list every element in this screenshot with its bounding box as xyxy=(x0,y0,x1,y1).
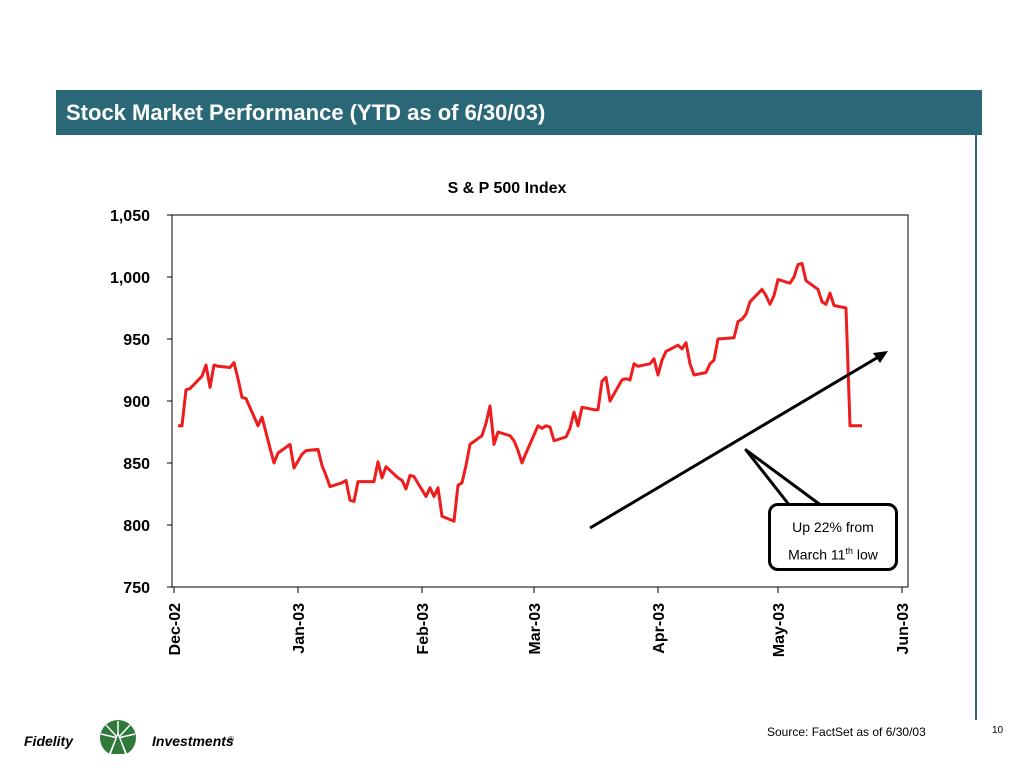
y-axis: 750 800 850 900 950 1,000 1,050 xyxy=(110,208,172,597)
x-tick-label: Feb-03 xyxy=(415,603,432,655)
callout-line2-text: March 11 xyxy=(788,546,846,563)
chart-title: S & P 500 Index xyxy=(448,180,567,197)
pyramid-sunburst-icon xyxy=(100,720,136,756)
y-tick-label: 800 xyxy=(123,518,150,535)
y-tick-label: 850 xyxy=(123,456,150,473)
callout-line1: Up 22% from xyxy=(792,519,874,535)
title-bar: Stock Market Performance (YTD as of 6/30… xyxy=(56,90,982,135)
trend-arrow-line xyxy=(589,354,881,530)
x-tick-label: Dec-02 xyxy=(167,603,184,656)
slide-title: Stock Market Performance (YTD as of 6/30… xyxy=(66,99,546,125)
x-tick-label: May-03 xyxy=(771,603,788,657)
x-axis: Dec-02 Jan-03 Feb-03 Mar-03 Apr-03 May-03 Jun-… xyxy=(167,587,912,657)
y-tick-label: 900 xyxy=(123,394,150,411)
callout-box: Up 22% from March 11th low xyxy=(768,503,898,571)
x-tick-label: Apr-03 xyxy=(651,603,668,654)
x-tick-label: Jun-03 xyxy=(895,603,912,655)
logo-word-investments: Investments xyxy=(152,733,234,749)
fidelity-logo: Fidelity Investments ® xyxy=(24,718,234,758)
x-tick-label: Jan-03 xyxy=(291,603,308,654)
y-tick-label: 950 xyxy=(123,332,150,349)
logo-registered-mark: ® xyxy=(228,735,234,744)
source-note: Source: FactSet as of 6/30/03 xyxy=(767,725,926,739)
series-line xyxy=(178,261,862,523)
x-tick-label: Mar-03 xyxy=(527,603,544,655)
right-border-rule xyxy=(975,135,977,720)
trend-arrowhead xyxy=(873,351,888,363)
callout-superscript: th xyxy=(845,546,853,556)
y-tick-label: 1,050 xyxy=(110,208,150,225)
series-group xyxy=(178,261,862,523)
callout-line2: March 11th low xyxy=(771,546,895,563)
callout-line2-end: low xyxy=(852,546,878,563)
callout-pointer xyxy=(744,448,824,508)
y-tick-label: 1,000 xyxy=(110,270,150,287)
logo-word-fidelity: Fidelity xyxy=(24,733,74,749)
y-tick-label: 750 xyxy=(123,580,150,597)
page-number: 10 xyxy=(992,725,1004,736)
